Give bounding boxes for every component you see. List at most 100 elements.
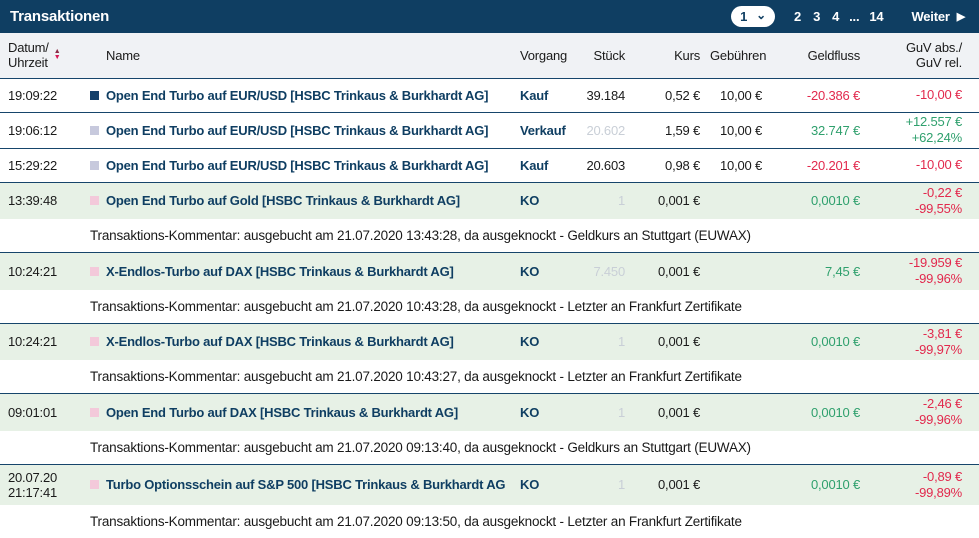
column-header-gebuehren: Gebühren [710, 33, 770, 79]
vorgang-value: Kauf [506, 147, 564, 182]
guv-value: -19.959 € -99,96% [874, 252, 979, 290]
instrument-bullet-icon [90, 266, 99, 276]
column-header-datum-uhrzeit: Datum/ Uhrzeit ▲ ▼ [0, 33, 82, 79]
page-link-14[interactable]: 14 [869, 9, 884, 24]
column-header-guv: GuV abs./ GuV rel. [874, 33, 979, 79]
column-header-vorgang: Vorgang [506, 33, 567, 79]
page-link-2[interactable]: 2 [794, 9, 802, 24]
transaction-comment-row: Transaktions-Kommentar: ausgebucht am 21… [0, 219, 979, 253]
page-select-dropdown[interactable]: 1 ⌄ [731, 6, 776, 27]
instrument-link[interactable]: Open End Turbo auf DAX [HSBC Trinkaus & … [106, 404, 458, 420]
kurs-value: 1,59 € [634, 111, 710, 148]
transaction-time: 10:24:21 [0, 252, 82, 290]
transaction-comment: Transaktions-Kommentar: ausgebucht am 21… [0, 430, 979, 464]
geldfluss-value: 0,0010 € [770, 463, 874, 505]
instrument-link[interactable]: X-Endlos-Turbo auf DAX [HSBC Trinkaus & … [106, 263, 454, 279]
instrument-bullet-icon [90, 125, 99, 135]
sort-icon[interactable]: ▲ ▼ [53, 48, 61, 62]
transaction-datetime: 20.07.20 21:17:41 [0, 463, 82, 505]
guv-value: -10,00 € [874, 77, 979, 112]
stueck-value: 1 [564, 322, 634, 360]
column-header-kurs: Kurs [634, 33, 710, 79]
transaction-comment: Transaktions-Kommentar: ausgebucht am 21… [0, 289, 979, 323]
instrument-bullet-icon [90, 160, 99, 170]
transaction-time: 13:39:48 [0, 181, 82, 219]
sort-down-icon: ▼ [53, 54, 61, 62]
guv-value: -0,22 € -99,55% [874, 181, 979, 219]
kurs-value: 0,52 € [634, 77, 710, 112]
stueck-value: 1 [564, 181, 634, 219]
transaction-time: 19:06:12 [0, 111, 82, 148]
gebuehren-value: 10,00 € [710, 147, 770, 182]
transaction-comment-row: Transaktions-Kommentar: ausgebucht am 21… [0, 360, 979, 394]
table-row: 19:09:22 Open End Turbo auf EUR/USD [HSB… [0, 77, 979, 112]
page-select-value: 1 [740, 9, 748, 24]
guv-value: -2,46 € -99,96% [874, 393, 979, 431]
vorgang-value: KO [506, 393, 564, 431]
gebuehren-value: 10,00 € [710, 111, 770, 148]
kurs-value: 0,001 € [634, 322, 710, 360]
instrument-link[interactable]: Turbo Optionsschein auf S&P 500 [HSBC Tr… [106, 477, 505, 493]
guv-value: +12.557 € +62,24% [874, 111, 979, 148]
instrument-link[interactable]: Open End Turbo auf EUR/USD [HSBC Trinkau… [106, 122, 489, 138]
gebuehren-value: 10,00 € [710, 77, 770, 112]
gebuehren-value [710, 181, 770, 219]
geldfluss-value: 0,0010 € [770, 181, 874, 219]
instrument-link[interactable]: X-Endlos-Turbo auf DAX [HSBC Trinkaus & … [106, 334, 454, 350]
transaction-date: 20.07.20 [8, 469, 58, 485]
guv-value: -0,89 € -99,89% [874, 463, 979, 505]
transaction-comment: Transaktions-Kommentar: ausgebucht am 21… [0, 219, 979, 253]
transaction-comment: Transaktions-Kommentar: ausgebucht am 21… [0, 360, 979, 394]
chevron-down-icon: ⌄ [756, 7, 767, 22]
instrument-link[interactable]: Open End Turbo auf EUR/USD [HSBC Trinkau… [106, 157, 489, 173]
geldfluss-value: -20.201 € [770, 147, 874, 182]
page-link-4[interactable]: 4 [832, 9, 840, 24]
table-row: 19:06:12 Open End Turbo auf EUR/USD [HSB… [0, 111, 979, 148]
transaction-comment: Transaktions-Kommentar: ausgebucht am 21… [0, 505, 979, 538]
transaction-time: 15:29:22 [0, 147, 82, 182]
next-page-button[interactable]: Weiter ▶ [911, 9, 965, 24]
vorgang-value: KO [506, 181, 564, 219]
gebuehren-value [710, 463, 770, 505]
guv-value: -3,81 € -99,97% [874, 322, 979, 360]
transaction-comment-row: Transaktions-Kommentar: ausgebucht am 21… [0, 505, 979, 538]
page-title: Transaktionen [10, 8, 110, 25]
kurs-value: 0,001 € [634, 181, 710, 219]
transaction-time: 19:09:22 [0, 77, 82, 112]
kurs-value: 0,001 € [634, 393, 710, 431]
transactions-table: Datum/ Uhrzeit ▲ ▼ Name Vorgang Stück Ku… [0, 33, 979, 538]
page-link-3[interactable]: 3 [813, 9, 821, 24]
column-header-stueck: Stück [564, 33, 634, 79]
next-page-label: Weiter [911, 9, 950, 24]
geldfluss-value: 0,0010 € [770, 322, 874, 360]
stueck-value: 20.602 [564, 111, 634, 148]
table-row: 10:24:21 X-Endlos-Turbo auf DAX [HSBC Tr… [0, 252, 979, 290]
column-header-name: Name [82, 33, 506, 79]
column-header-geldfluss: Geldfluss [770, 33, 874, 79]
instrument-bullet-icon [90, 480, 99, 490]
instrument-bullet-icon [90, 196, 99, 206]
arrow-right-icon: ▶ [956, 11, 965, 23]
guv-value: -10,00 € [874, 147, 979, 182]
stueck-value: 20.603 [564, 147, 634, 182]
vorgang-value: KO [506, 463, 564, 505]
gebuehren-value [710, 322, 770, 360]
transaction-comment-row: Transaktions-Kommentar: ausgebucht am 21… [0, 289, 979, 323]
kurs-value: 0,001 € [634, 463, 710, 505]
vorgang-value: Verkauf [506, 111, 566, 148]
pagination-ellipsis: ... [849, 9, 860, 24]
gebuehren-value [710, 252, 770, 290]
stueck-value: 1 [564, 393, 634, 431]
table-row: 13:39:48 Open End Turbo auf Gold [HSBC T… [0, 181, 979, 219]
instrument-bullet-icon [90, 90, 99, 100]
instrument-link[interactable]: Open End Turbo auf EUR/USD [HSBC Trinkau… [106, 87, 489, 103]
title-bar: Transaktionen 1 ⌄ 2 3 4 ... 14 Weiter ▶ [0, 0, 979, 33]
gebuehren-value [710, 393, 770, 431]
table-row: 20.07.20 21:17:41 Turbo Optionsschein au… [0, 463, 979, 505]
vorgang-value: Kauf [506, 77, 564, 112]
transaction-time: 09:01:01 [0, 393, 82, 431]
instrument-link[interactable]: Open End Turbo auf Gold [HSBC Trinkaus &… [106, 193, 460, 209]
stueck-value: 39.184 [564, 77, 634, 112]
pagination: 1 ⌄ 2 3 4 ... 14 Weiter ▶ [731, 6, 965, 27]
transaction-time: 10:24:21 [0, 322, 82, 360]
